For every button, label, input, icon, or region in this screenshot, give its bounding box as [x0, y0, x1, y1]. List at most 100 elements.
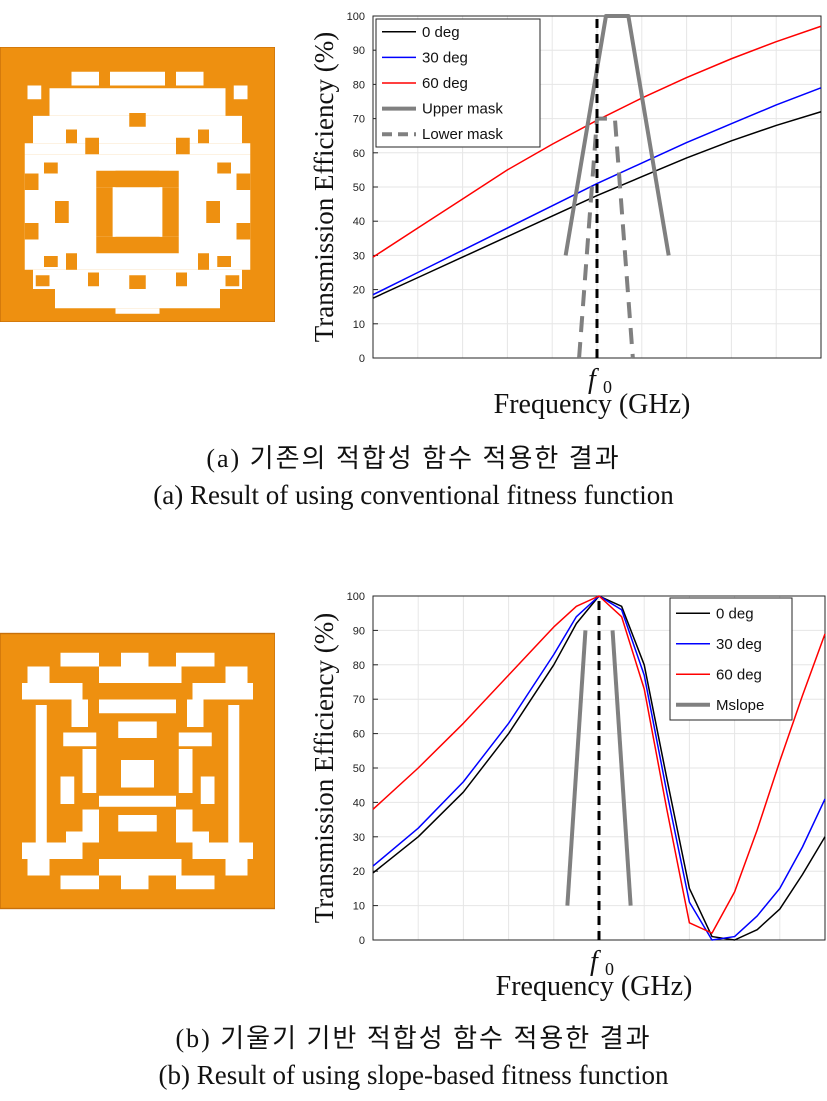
pattern-hole	[187, 699, 204, 727]
pattern-hole	[121, 652, 149, 667]
pattern-hole	[110, 71, 165, 86]
pattern-hole	[27, 85, 42, 100]
pattern-hole	[176, 652, 215, 667]
series-line-mslope	[565, 630, 588, 906]
y-tick-label: 30	[353, 832, 365, 844]
series-line-30-deg	[372, 595, 826, 941]
pattern-hole	[27, 859, 50, 876]
y-tick-label: 20	[353, 285, 365, 297]
pattern-hole	[66, 831, 83, 846]
pattern-hole	[60, 652, 99, 667]
legend-label: Mslope	[716, 697, 764, 714]
y-tick-label: 40	[353, 797, 365, 809]
y-tick-label: 40	[353, 216, 365, 228]
caption-en-b: (b) Result of using slope-based fitness …	[158, 1060, 669, 1090]
pattern-block	[176, 272, 187, 287]
pattern-hole	[82, 749, 97, 793]
pattern-hole	[49, 88, 226, 116]
pattern-hole	[178, 749, 193, 793]
legend-label: 30 deg	[716, 636, 762, 653]
pattern-block	[225, 102, 242, 116]
pattern-hole	[24, 143, 251, 155]
y-tick-label: 50	[353, 763, 365, 775]
y-tick-label: 30	[353, 250, 365, 262]
pattern-block	[129, 113, 146, 127]
y-tick-label: 60	[353, 729, 365, 741]
y-tick-label: 10	[353, 319, 365, 331]
pattern-hole	[71, 71, 99, 86]
y-tick-label: 70	[353, 114, 365, 126]
series-line-60-deg	[372, 595, 826, 934]
y-tick-label: 70	[353, 694, 365, 706]
pattern-hole	[99, 666, 182, 683]
caption-ko-b: (b) 기울기 기반 적합성 함수 적용한 결과	[175, 1024, 652, 1053]
legend-label: Upper mask	[422, 101, 503, 118]
legend-label: 0 deg	[422, 24, 460, 41]
x-axis-label: Frequency (GHz)	[496, 971, 693, 1002]
pattern-hole	[22, 842, 83, 859]
caption-ko-a: (a) 기존의 적합성 함수 적용한 결과	[206, 444, 621, 473]
pattern-hole	[35, 705, 47, 843]
f0-label: f	[588, 364, 599, 395]
unit-cell-pattern-b	[0, 632, 275, 910]
series-line-30-deg	[372, 87, 822, 296]
y-tick-label: 0	[359, 353, 365, 365]
pattern-hole	[63, 732, 97, 747]
legend-label: 60 deg	[422, 75, 468, 92]
pattern-block	[24, 223, 39, 240]
pattern-hole	[192, 831, 209, 846]
pattern-block	[236, 173, 251, 190]
pattern-hole	[118, 721, 157, 738]
y-tick-label: 60	[353, 148, 365, 160]
pattern-block	[217, 162, 231, 174]
pattern-hole	[121, 760, 155, 788]
pattern-block	[96, 236, 179, 254]
pattern-block	[44, 256, 58, 267]
legend-label: 0 deg	[716, 605, 754, 622]
pattern-hole	[71, 699, 88, 727]
pattern-hole	[115, 308, 160, 314]
pattern-block	[129, 275, 146, 289]
pattern-hole	[99, 699, 176, 714]
pattern-hole	[200, 776, 215, 804]
x-axis-label: Frequency (GHz)	[494, 389, 691, 420]
pattern-block	[198, 253, 209, 270]
pattern-hole	[121, 875, 149, 890]
pattern-block	[85, 137, 99, 155]
pattern-hole	[176, 875, 215, 890]
pattern-block	[24, 173, 39, 190]
y-tick-label: 20	[353, 866, 365, 878]
pattern-hole	[60, 776, 75, 804]
caption-en-a: (a) Result of using conventional fitness…	[153, 480, 674, 510]
pattern-block	[55, 201, 69, 223]
pattern-hole	[192, 842, 253, 859]
pattern-block	[236, 223, 251, 240]
pattern-hole	[99, 859, 182, 876]
pattern-hole	[176, 71, 204, 86]
series-line-mslope-right	[610, 630, 633, 906]
series-line-0-deg	[372, 595, 826, 941]
pattern-hole	[233, 85, 248, 100]
legend-label: Lower mask	[422, 126, 503, 143]
pattern-hole	[225, 859, 248, 876]
series-line-0-deg	[372, 111, 822, 299]
pattern-block	[96, 170, 179, 188]
y-tick-label: 10	[353, 901, 365, 913]
pattern-hole	[22, 683, 83, 700]
y-tick-label: 80	[353, 79, 365, 91]
pattern-hole	[176, 809, 193, 843]
pattern-block	[44, 162, 58, 174]
y-tick-label: 100	[347, 591, 365, 603]
f0-subscript: 0	[605, 959, 614, 979]
pattern-block	[66, 129, 78, 144]
pattern-hole	[99, 795, 176, 807]
pattern-hole	[27, 666, 50, 683]
legend-box	[669, 597, 793, 721]
pattern-hole	[228, 705, 240, 843]
pattern-block	[198, 129, 209, 144]
pattern-block	[206, 201, 220, 223]
pattern-hole	[225, 666, 248, 683]
y-tick-label: 50	[353, 182, 365, 194]
